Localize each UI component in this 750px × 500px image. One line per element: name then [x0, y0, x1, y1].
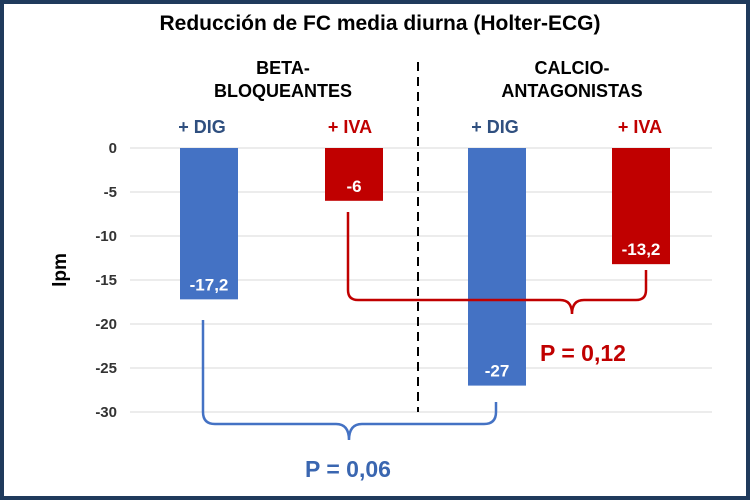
series-label-dig-1: + DIG: [178, 117, 226, 137]
bracket-dig: [201, 320, 498, 441]
y-tick-label: -20: [95, 316, 117, 333]
group-label-1-line2: BLOQUEANTES: [214, 81, 352, 101]
chart-title: Reducción de FC media diurna (Holter-ECG…: [159, 12, 600, 35]
p-value-iva: P = 0,12: [540, 340, 626, 366]
bar-iva-2: [612, 148, 670, 265]
bar-dig-1: [180, 148, 238, 300]
y-axis-label: lpm: [50, 253, 71, 287]
series-label-iva-1: + IVA: [328, 117, 372, 137]
group-label-1-line1: BETA-: [256, 58, 310, 78]
bar-dig-2: [468, 148, 526, 386]
y-tick-label: -30: [95, 404, 117, 421]
bracket-iva: [346, 212, 648, 315]
bar-value-label: -6: [346, 177, 361, 196]
bar-value-label: -27: [485, 362, 510, 381]
series-label-dig-2: + DIG: [471, 117, 519, 137]
group-label-2-line2: ANTAGONISTAS: [501, 81, 642, 101]
y-tick-label: -5: [104, 184, 117, 201]
y-tick-label: -15: [95, 272, 117, 289]
y-tick-label: 0: [109, 140, 117, 157]
y-tick-label: -25: [95, 360, 117, 377]
bar-iva-1: [325, 148, 383, 201]
bar-value-label: -17,2: [190, 275, 229, 294]
bar-value-label: -13,2: [622, 240, 661, 259]
y-tick-label: -10: [95, 228, 117, 245]
group-label-2-line1: CALCIO-: [535, 58, 610, 78]
p-value-dig: P = 0,06: [305, 456, 391, 482]
series-label-iva-2: + IVA: [618, 117, 662, 137]
